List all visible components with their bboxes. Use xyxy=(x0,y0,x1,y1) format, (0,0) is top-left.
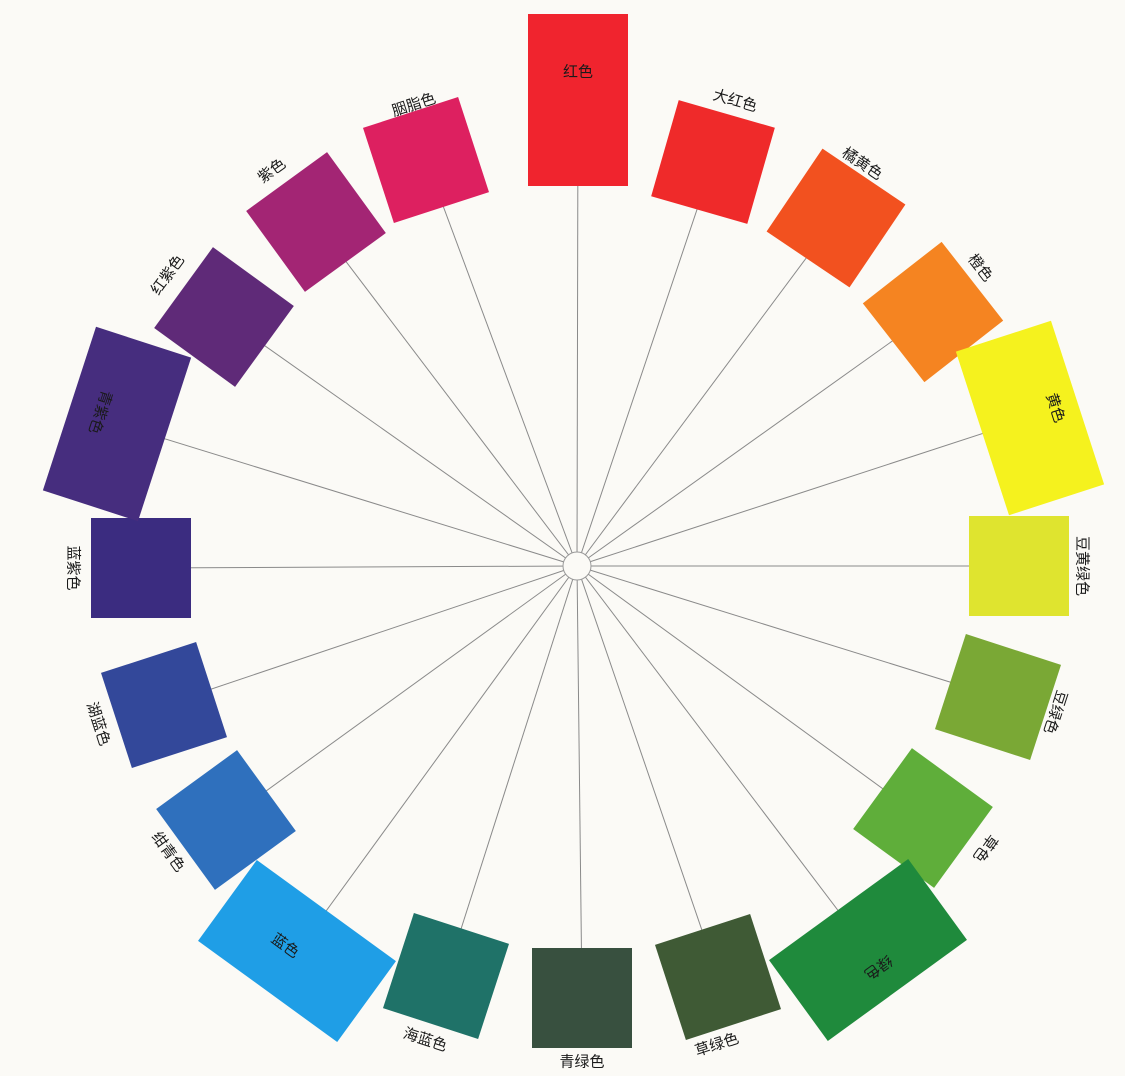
spoke-line xyxy=(315,221,578,567)
spoke-line xyxy=(225,565,578,821)
spoke-line xyxy=(576,161,714,567)
swatch-label: 紫色 xyxy=(254,154,289,186)
spoke-line xyxy=(296,565,578,952)
swatch-label: 豆黄绿色 xyxy=(1074,536,1092,596)
spoke-line xyxy=(576,565,583,999)
color-swatch xyxy=(156,750,296,890)
swatch-label: 蓝紫色 xyxy=(65,545,83,590)
color-swatch xyxy=(382,912,510,1040)
color-swatch xyxy=(969,516,1069,616)
color-swatch xyxy=(528,14,628,186)
color-swatch xyxy=(246,152,386,292)
color-swatch xyxy=(198,859,396,1043)
color-swatch xyxy=(934,633,1062,761)
color-swatch xyxy=(362,96,490,224)
spoke-line xyxy=(116,423,578,567)
color-swatch xyxy=(532,948,632,1048)
color-swatch xyxy=(154,247,294,387)
color-swatch xyxy=(853,748,993,888)
spoke-line xyxy=(445,565,578,977)
spoke-line xyxy=(576,217,837,567)
swatch-label: 青绿色 xyxy=(559,1053,604,1071)
spoke-line xyxy=(576,565,869,951)
spoke-line xyxy=(576,565,924,819)
swatch-label: 湖蓝色 xyxy=(83,700,114,748)
spokes-layer xyxy=(116,99,1031,999)
color-swatch xyxy=(862,241,1004,383)
spoke-line xyxy=(425,159,578,567)
spoke-line xyxy=(576,417,1031,567)
color-swatch xyxy=(955,320,1105,516)
spoke-line xyxy=(576,565,999,698)
color-swatch xyxy=(651,100,775,224)
color-swatch xyxy=(91,518,191,618)
spoke-line xyxy=(576,311,934,567)
swatch-label: 草色 xyxy=(969,831,1001,866)
color-swatch xyxy=(42,326,192,522)
swatch-label: 大红色 xyxy=(711,86,759,116)
spoke-line xyxy=(163,565,578,706)
spoke-line xyxy=(223,316,578,567)
swatch-label: 海蓝色 xyxy=(401,1024,449,1055)
color-swatch xyxy=(100,641,228,769)
spoke-line xyxy=(576,565,719,978)
spoke-line xyxy=(140,565,578,569)
color-swatch xyxy=(769,858,967,1042)
color-swatch xyxy=(766,148,906,288)
center-hub xyxy=(562,551,592,581)
swatches-layer: 红色大红色橘黄色橙色黄色豆黄绿色豆绿色草色绿色草绿色青绿色海蓝色蓝色绀青色湖蓝色… xyxy=(42,14,1105,1071)
swatch-label: 红色 xyxy=(563,63,593,81)
color-swatch xyxy=(654,913,782,1041)
